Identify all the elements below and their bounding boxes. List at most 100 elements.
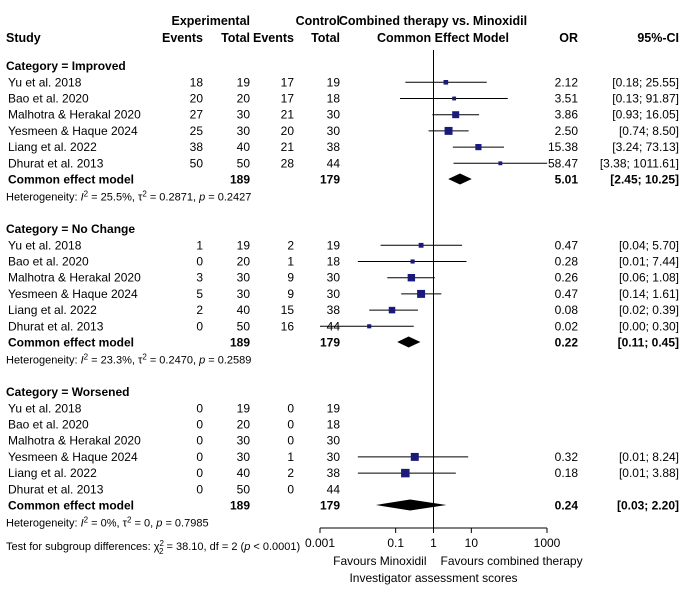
study-square bbox=[444, 126, 453, 135]
pooled-or: 5.01 bbox=[555, 173, 579, 187]
exp-total: 30 bbox=[237, 434, 251, 448]
header-exp-events: Events bbox=[162, 31, 203, 45]
pooled-ci: [2.45; 10.25] bbox=[610, 173, 679, 187]
exp-events: 27 bbox=[190, 108, 204, 122]
pooled-label: Common effect model bbox=[8, 173, 134, 187]
ctl-events: 9 bbox=[287, 271, 294, 285]
study-square bbox=[475, 144, 482, 151]
exp-events: 20 bbox=[190, 92, 204, 106]
exp-total: 40 bbox=[237, 140, 251, 154]
study-square bbox=[407, 273, 416, 282]
exp-total: 50 bbox=[237, 482, 251, 496]
confidence-interval: [3.24; 73.13] bbox=[612, 140, 679, 154]
header-ctl-events: Events bbox=[253, 31, 294, 45]
ctl-total: 44 bbox=[327, 482, 341, 496]
study-name: Yu et al. 2018 bbox=[8, 75, 82, 89]
x-axis: 0.001 0.1 1 10 1000 Favours Minoxidil Favour… bbox=[305, 527, 583, 585]
heterogeneity-stats: Heterogeneity: I2 = 23.3%, τ2 = 0.2470, … bbox=[6, 352, 251, 367]
ctl-total: 19 bbox=[327, 238, 341, 252]
ctl-events: 17 bbox=[281, 92, 295, 106]
pooled-ctl-total: 179 bbox=[320, 336, 340, 350]
exp-events: 38 bbox=[190, 140, 204, 154]
x-tick-label: 1000 bbox=[534, 536, 561, 550]
header-model: Common Effect Model bbox=[377, 31, 509, 45]
ctl-total: 38 bbox=[327, 466, 341, 480]
header-or: OR bbox=[559, 31, 578, 45]
ctl-events: 0 bbox=[287, 482, 294, 496]
exp-events: 0 bbox=[196, 418, 203, 432]
study-name: Yu et al. 2018 bbox=[8, 401, 82, 415]
study-square bbox=[401, 468, 410, 478]
ctl-total: 18 bbox=[327, 418, 341, 432]
exp-events: 0 bbox=[196, 434, 203, 448]
study-name: Yu et al. 2018 bbox=[8, 238, 82, 252]
ctl-total: 30 bbox=[327, 124, 341, 138]
pooled-ctl-total: 179 bbox=[320, 499, 340, 513]
exp-events: 3 bbox=[196, 271, 203, 285]
study-square bbox=[418, 242, 424, 248]
ctl-events: 28 bbox=[281, 156, 295, 170]
confidence-interval: [3.38; 1011.61] bbox=[600, 156, 679, 170]
ctl-events: 17 bbox=[281, 75, 295, 89]
exp-events: 5 bbox=[196, 287, 203, 301]
ctl-total: 30 bbox=[327, 108, 341, 122]
ctl-events: 15 bbox=[281, 303, 295, 317]
forest-marks bbox=[320, 50, 548, 528]
exp-events: 25 bbox=[190, 124, 204, 138]
exp-total: 40 bbox=[237, 466, 251, 480]
subgroup-test: Test for subgroup differences: χ2 2 = 38.… bbox=[6, 539, 300, 557]
confidence-interval: [0.06; 1.08] bbox=[619, 271, 679, 285]
pooled-ci: [0.11; 0.45] bbox=[618, 336, 679, 350]
study-name: Malhotra & Herakal 2020 bbox=[8, 271, 141, 285]
study-name: Malhotra & Herakal 2020 bbox=[8, 434, 141, 448]
exp-total: 30 bbox=[237, 108, 251, 122]
subgroup-label: Category = Worsened bbox=[6, 385, 129, 399]
study-name: Liang et al. 2022 bbox=[8, 303, 97, 317]
ctl-events: 1 bbox=[287, 450, 294, 464]
pooled-ctl-total: 179 bbox=[320, 173, 340, 187]
ctl-events: 21 bbox=[281, 140, 295, 154]
odds-ratio: 0.47 bbox=[555, 287, 579, 301]
odds-ratio: 15.38 bbox=[548, 140, 578, 154]
odds-ratio: 0.18 bbox=[555, 466, 579, 480]
study-name: Malhotra & Herakal 2020 bbox=[8, 108, 141, 122]
ctl-total: 44 bbox=[327, 156, 341, 170]
ctl-events: 1 bbox=[287, 255, 294, 269]
pooled-label: Common effect model bbox=[8, 499, 134, 513]
x-tick-label: 1 bbox=[430, 536, 437, 550]
study-square bbox=[417, 289, 426, 298]
subgroup-label: Category = No Change bbox=[6, 222, 135, 236]
confidence-interval: [0.14; 1.61] bbox=[619, 287, 679, 301]
study-name: Dhurat et al. 2013 bbox=[8, 482, 104, 496]
study-square bbox=[410, 259, 415, 264]
subgroup-label: Category = Improved bbox=[6, 59, 126, 73]
x-tick-label: 10 bbox=[465, 536, 479, 550]
x-axis-title: Investigator assessment scores bbox=[349, 571, 517, 585]
ctl-events: 16 bbox=[281, 319, 295, 333]
confidence-interval: [0.04; 5.70] bbox=[619, 238, 679, 252]
confidence-interval: [0.01; 3.88] bbox=[619, 466, 679, 480]
ctl-total: 19 bbox=[327, 75, 341, 89]
exp-events: 0 bbox=[196, 319, 203, 333]
header-study: Study bbox=[6, 31, 41, 45]
study-square bbox=[367, 324, 372, 329]
exp-events: 0 bbox=[196, 466, 203, 480]
exp-total: 50 bbox=[237, 319, 251, 333]
odds-ratio: 0.47 bbox=[555, 238, 579, 252]
x-tick-label: 0.1 bbox=[387, 536, 404, 550]
header-exp-total: Total bbox=[221, 31, 250, 45]
exp-events: 18 bbox=[190, 75, 204, 89]
confidence-interval: [0.01; 8.24] bbox=[619, 450, 679, 464]
x-tick-label: 0.001 bbox=[305, 536, 335, 550]
study-name: Yesmeen & Haque 2024 bbox=[8, 124, 138, 138]
confidence-interval: [0.02; 0.39] bbox=[619, 303, 679, 317]
exp-events: 1 bbox=[196, 238, 203, 252]
study-square bbox=[498, 161, 503, 166]
exp-events: 0 bbox=[196, 450, 203, 464]
header-experimental: Experimental bbox=[171, 14, 250, 28]
pooled-diamond bbox=[448, 173, 472, 185]
study-name: Yesmeen & Haque 2024 bbox=[8, 287, 138, 301]
pooled-exp-total: 189 bbox=[230, 336, 250, 350]
odds-ratio: 0.26 bbox=[555, 271, 579, 285]
